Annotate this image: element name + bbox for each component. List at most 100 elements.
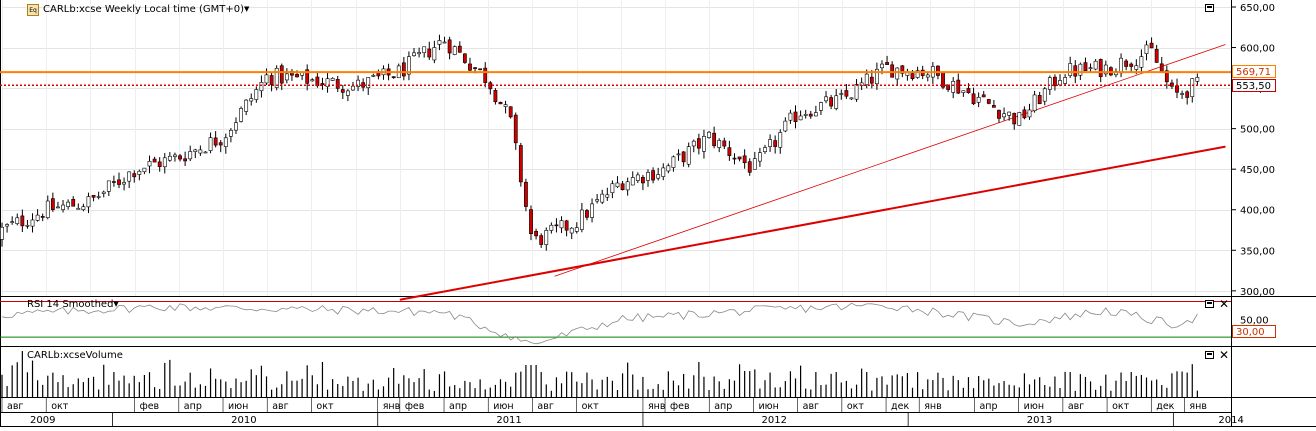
trend-line-secondary-support [554, 44, 1226, 277]
year-label: 2009 [30, 415, 55, 426]
candle-up [925, 74, 930, 78]
resistance-price-value: 569,71 [1236, 67, 1271, 78]
candle-up [310, 79, 315, 82]
month-label: янв [383, 401, 401, 412]
candle-down [936, 65, 940, 76]
candle-up [813, 112, 818, 117]
trend-line-primary-support [399, 145, 1226, 301]
candle-down [997, 109, 1001, 119]
last-price-value: 553,50 [1236, 81, 1271, 92]
candle-up [162, 157, 167, 168]
rsi-title[interactable]: RSI 14 Smoothed▼ [27, 299, 119, 310]
candle-up [1078, 63, 1083, 76]
candle-down [508, 106, 513, 118]
close-volume-panel-icon[interactable]: ✕ [1219, 348, 1230, 362]
candle-down [1149, 42, 1154, 49]
candle-down [966, 88, 971, 94]
candle-up [66, 201, 71, 207]
candle-up [951, 81, 956, 93]
candle-down [513, 114, 518, 144]
candle-up [610, 183, 615, 194]
close-rsi-panel-icon[interactable]: ✕ [1219, 297, 1230, 311]
month-label: июн [493, 401, 513, 412]
candle-up [442, 41, 447, 44]
candle-down [1185, 91, 1190, 98]
candle-up [254, 89, 259, 100]
month-label: апр [449, 401, 467, 412]
candle-up [503, 104, 508, 107]
candle-up [203, 151, 208, 154]
candle-up [86, 196, 91, 208]
candle-down [132, 173, 137, 178]
candle-down [213, 137, 218, 146]
candle-up [579, 209, 584, 230]
candle-up [646, 172, 650, 181]
candle-up [880, 63, 884, 69]
candle-down [1124, 60, 1129, 67]
candle-up [819, 102, 823, 111]
candle-up [783, 120, 788, 132]
axes: 300,00350,00400,00450,00500,00550,00600,… [1, 3, 1275, 427]
candle-up [106, 180, 111, 192]
candle-up [35, 214, 40, 221]
price-tick-label: 600,00 [1240, 44, 1275, 55]
candle-down [468, 63, 472, 71]
candle-down [218, 142, 223, 146]
candle-up [1195, 77, 1200, 82]
trend-lines [399, 44, 1226, 301]
candle-up [768, 139, 772, 147]
candle-up [10, 221, 15, 223]
candle-up [569, 227, 574, 234]
candle-up [758, 152, 762, 162]
candles [0, 34, 1200, 251]
candle-up [274, 68, 279, 88]
rsi-plot [0, 300, 1231, 345]
candle-down [971, 93, 976, 105]
candle-up [61, 204, 65, 210]
candle-up [824, 96, 828, 102]
candle-down [71, 198, 76, 207]
candle-down [747, 161, 752, 173]
candle-up [356, 79, 360, 87]
candle-down [457, 45, 462, 53]
candle-down [890, 64, 895, 78]
candle-up [371, 75, 376, 77]
maximize-rsi-panel-button[interactable] [1205, 300, 1214, 308]
year-label: 2011 [496, 415, 521, 426]
candle-up [1180, 93, 1184, 95]
candle-down [956, 79, 961, 94]
candle-up [407, 56, 411, 75]
candle-down [1037, 95, 1042, 105]
maximize-price-panel-button[interactable] [1205, 4, 1214, 12]
grid-lines [2, 0, 1231, 296]
triangle-down-icon: ▼ [244, 5, 250, 13]
candle-up [45, 200, 50, 218]
candle-down [1175, 85, 1179, 93]
candle-up [686, 146, 691, 165]
month-label: янв [924, 401, 942, 412]
candle-up [798, 115, 803, 121]
chart-title[interactable]: CARLb:xcse Weekly Local time (GMT+0)▼ [43, 4, 249, 15]
year-label: 2013 [1027, 415, 1052, 426]
candle-up [630, 177, 635, 186]
candle-down [829, 97, 834, 107]
candle-up [1007, 111, 1012, 116]
candle-up [1063, 77, 1068, 84]
candle-up [345, 90, 350, 96]
candle-up [1047, 77, 1052, 90]
candle-up [239, 108, 243, 122]
candle-up [635, 174, 640, 181]
rsi-lower-badge: 30,00 [1232, 325, 1276, 338]
candle-down [539, 235, 544, 245]
candle-up [849, 97, 854, 100]
candle-down [696, 138, 701, 149]
eq-icon[interactable]: Eq [27, 4, 39, 16]
candle-up [15, 217, 20, 224]
month-label: апр [979, 401, 997, 412]
candle-up [600, 193, 605, 203]
month-label: фев [140, 401, 160, 412]
candle-up [895, 67, 900, 80]
maximize-volume-panel-button[interactable] [1205, 351, 1214, 359]
volume-title[interactable]: CARLb:xcseVolume [27, 350, 123, 361]
